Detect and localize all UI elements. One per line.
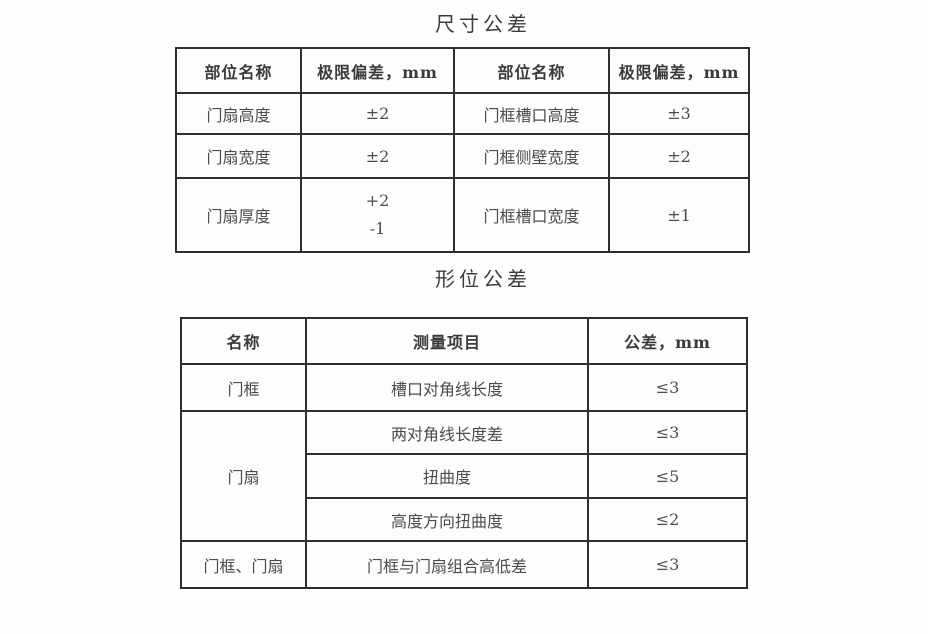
table-row: 门扇 两对角线长度差 ≤3 (180, 410, 748, 542)
part-name-cell: 门框槽口宽度 (453, 177, 610, 253)
deviation-cell: ±2 (608, 133, 750, 179)
table-row: 门框 槽口对角线长度 ≤3 (180, 363, 748, 412)
section-title-size-tolerance: 尺寸公差 (435, 12, 531, 36)
table-row: 扭曲度 ≤5 (181, 453, 748, 499)
table-row: 门扇厚度 +2 -1 门框槽口宽度 ±1 (175, 177, 750, 253)
tolerance-cell: ≤3 (587, 363, 748, 412)
table-row: 门框、门扇 门框与门扇组合高低差 ≤3 (180, 540, 748, 589)
section-title-form-tolerance: 形位公差 (435, 267, 531, 291)
component-name-cell: 门框 (180, 363, 307, 412)
table-row: 门扇宽度 ±2 门框侧壁宽度 ±2 (175, 133, 750, 179)
deviation-stacked-cell: +2 -1 (300, 177, 455, 253)
tolerance-cell: ≤5 (587, 453, 748, 499)
tolerance-cell: ≤3 (587, 540, 748, 589)
size-tolerance-table: 部位名称 极限偏差，mm 部位名称 极限偏差，mm 门扇高度 ±2 门框槽口高度… (175, 47, 750, 253)
measurement-item-cell: 高度方向扭曲度 (305, 497, 589, 542)
measurement-item-cell: 槽口对角线长度 (305, 363, 589, 412)
component-name-cell-merged: 门扇 (180, 410, 307, 542)
measurement-item-cell: 两对角线长度差 (305, 410, 589, 455)
deviation-cell: ±2 (300, 133, 455, 179)
part-name-cell: 门扇厚度 (175, 177, 302, 253)
table-header-row: 名称 测量项目 公差，mm (180, 317, 748, 365)
measurement-item-cell: 门框与门扇组合高低差 (305, 540, 589, 589)
deviation-cell: ±3 (608, 92, 750, 135)
table-header-row: 部位名称 极限偏差，mm 部位名称 极限偏差，mm (175, 47, 750, 94)
column-header: 极限偏差，mm (608, 47, 750, 94)
column-header: 极限偏差，mm (300, 47, 455, 94)
part-name-cell: 门扇宽度 (175, 133, 302, 179)
deviation-cell: ±2 (300, 92, 455, 135)
form-tolerance-table: 名称 测量项目 公差，mm 门框 槽口对角线长度 ≤3 门扇 两对角线长度差 ≤… (180, 317, 748, 589)
deviation-upper-value: +2 (365, 191, 390, 210)
column-header: 测量项目 (305, 317, 589, 365)
column-header: 公差，mm (587, 317, 748, 365)
deviation-lower-value: -1 (369, 219, 386, 238)
measurement-item-cell: 扭曲度 (305, 453, 589, 499)
part-name-cell: 门框侧壁宽度 (453, 133, 610, 179)
table-row: 高度方向扭曲度 ≤2 (181, 497, 748, 542)
column-header: 名称 (180, 317, 307, 365)
part-name-cell: 门框槽口高度 (453, 92, 610, 135)
column-header: 部位名称 (453, 47, 610, 94)
table-row: 门扇高度 ±2 门框槽口高度 ±3 (175, 92, 750, 135)
part-name-cell: 门扇高度 (175, 92, 302, 135)
component-name-cell: 门框、门扇 (180, 540, 307, 589)
column-header: 部位名称 (175, 47, 302, 94)
deviation-cell: ±1 (608, 177, 750, 253)
tolerance-cell: ≤2 (587, 497, 748, 542)
tolerance-cell: ≤3 (587, 410, 748, 455)
